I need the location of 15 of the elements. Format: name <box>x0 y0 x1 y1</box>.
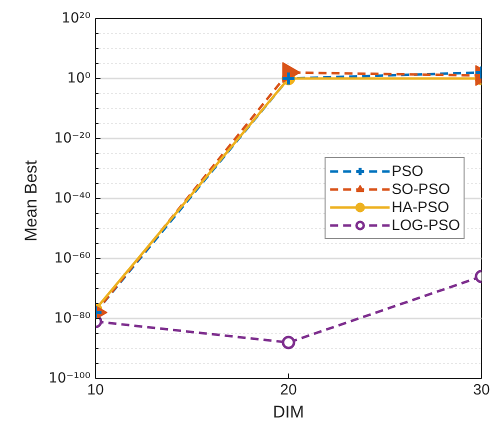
y-tick-label: 10⁻²⁰ <box>54 130 91 146</box>
y-tick-label: 10⁻⁴⁰ <box>54 190 91 206</box>
x-tick-label: 10 <box>87 382 104 398</box>
x-axis-title: DIM <box>272 402 304 422</box>
legend-label: SO-PSO <box>392 180 450 198</box>
y-tick-label: 10²⁰ <box>61 10 91 26</box>
y-axis-title: Mean Best <box>21 160 40 242</box>
y-tick-label: 10⁻⁸⁰ <box>54 310 91 326</box>
legend-label: LOG-PSO <box>392 216 460 234</box>
x-tick-label: 20 <box>280 382 297 398</box>
y-tick-label: 10⁻⁶⁰ <box>54 250 91 266</box>
x-tick-label: 30 <box>473 382 490 398</box>
y-tick-label: 10⁰ <box>67 70 91 86</box>
legend-label: HA-PSO <box>392 198 450 216</box>
legend-label: PSO <box>392 162 424 180</box>
